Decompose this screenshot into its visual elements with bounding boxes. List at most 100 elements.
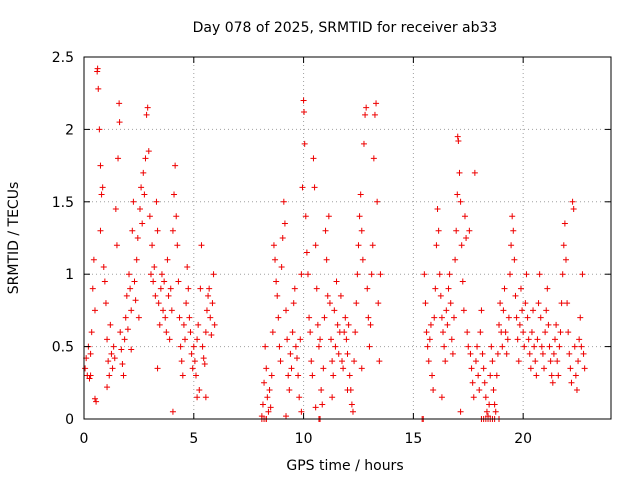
data-point (276, 343, 283, 350)
data-point (201, 360, 208, 367)
data-point (429, 372, 436, 379)
y-tick-label: 2 (65, 122, 74, 138)
data-point (111, 355, 118, 362)
data-point (576, 336, 583, 343)
data-point (100, 263, 107, 270)
data-point (192, 372, 199, 379)
data-point (124, 326, 131, 333)
data-point (356, 213, 363, 220)
data-point (523, 271, 530, 278)
data-point (150, 278, 157, 285)
data-point (494, 350, 501, 357)
x-tick-label: 20 (514, 431, 532, 447)
data-point (130, 198, 137, 205)
data-point (191, 358, 198, 365)
data-point (106, 372, 113, 379)
data-point (501, 285, 508, 292)
data-point (454, 191, 461, 198)
data-point (262, 343, 269, 350)
data-point (542, 329, 549, 336)
data-point (423, 329, 430, 336)
data-point (538, 343, 545, 350)
data-point (298, 408, 305, 415)
data-point (153, 198, 160, 205)
data-point (273, 278, 280, 285)
data-point (554, 358, 561, 365)
data-point (427, 321, 434, 328)
data-point (509, 213, 516, 220)
data-point (127, 285, 134, 292)
data-point (187, 329, 194, 336)
data-point (467, 350, 474, 357)
data-point (87, 372, 94, 379)
data-point (490, 387, 497, 394)
data-point (330, 372, 337, 379)
data-point (342, 314, 349, 321)
data-point (272, 256, 279, 263)
data-point (561, 220, 568, 227)
data-point (96, 126, 103, 133)
data-point (536, 271, 543, 278)
data-point (362, 111, 369, 118)
data-point (486, 401, 493, 408)
data-point (135, 314, 142, 321)
data-point (179, 372, 186, 379)
data-point (198, 242, 205, 249)
data-point (468, 365, 475, 372)
data-point (178, 358, 185, 365)
data-point (368, 271, 375, 278)
data-point (515, 358, 522, 365)
x-tick-label: 5 (189, 431, 198, 447)
data-point (275, 314, 282, 321)
data-point (286, 387, 293, 394)
data-point (307, 329, 314, 336)
data-point (90, 256, 97, 263)
y-axis-label: SRMTID / TECUs (6, 182, 22, 295)
data-point (534, 336, 541, 343)
data-point (457, 408, 464, 415)
data-point (553, 321, 560, 328)
data-point (461, 213, 468, 220)
data-point (326, 300, 333, 307)
data-point (505, 314, 512, 321)
data-point (454, 133, 461, 140)
data-point (202, 394, 209, 401)
data-point (421, 271, 428, 278)
data-point (173, 213, 180, 220)
data-point (145, 148, 152, 155)
data-point (134, 235, 141, 241)
data-point (470, 394, 477, 401)
data-point (131, 278, 138, 285)
data-point (469, 379, 476, 386)
plot-frame (83, 56, 612, 420)
data-point (357, 191, 364, 198)
data-point (210, 271, 217, 278)
data-point (263, 365, 270, 372)
data-point (259, 401, 266, 408)
data-point (97, 227, 104, 234)
data-point (437, 292, 444, 299)
data-point (354, 271, 361, 278)
data-point (572, 372, 579, 379)
data-point (525, 336, 532, 343)
data-point (374, 198, 381, 205)
data-point (298, 271, 305, 278)
data-point (442, 358, 449, 365)
data-point (577, 314, 584, 321)
data-point (194, 394, 201, 401)
data-point (94, 65, 101, 72)
data-point (323, 256, 330, 263)
data-point (274, 292, 281, 299)
data-point (182, 336, 189, 343)
data-point (483, 408, 490, 415)
data-points (82, 65, 588, 422)
data-point (335, 350, 342, 357)
data-point (532, 358, 539, 365)
data-point (324, 292, 331, 299)
data-point (488, 343, 495, 350)
data-point (171, 191, 178, 198)
data-point (180, 321, 187, 328)
data-point (308, 358, 315, 365)
data-point (311, 184, 318, 191)
data-point (503, 350, 510, 357)
